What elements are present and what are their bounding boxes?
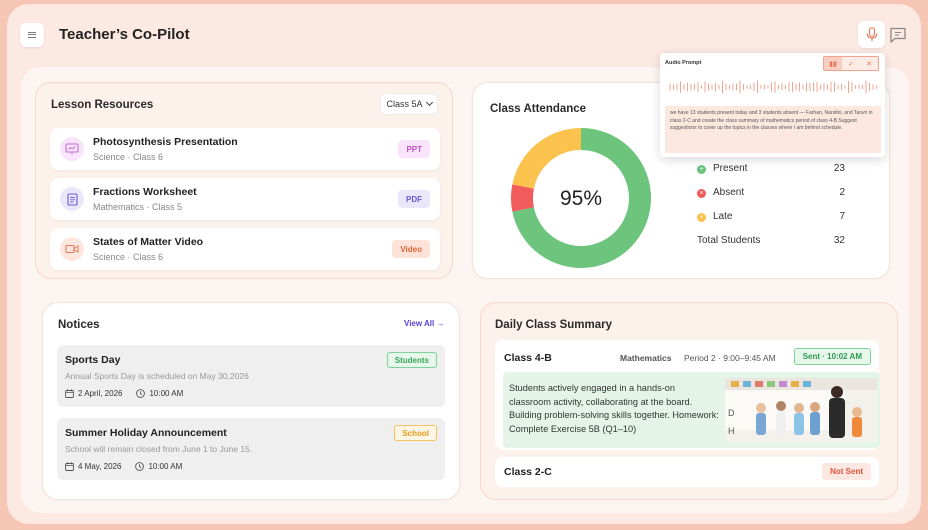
app-title: Teacher’s Co-Pilot: [59, 26, 190, 43]
resource-type-badge: Video: [392, 240, 430, 258]
check-icon[interactable]: ✓: [848, 60, 854, 68]
presentation-icon: [60, 137, 84, 161]
svg-text:D: D: [728, 408, 735, 418]
microphone-button[interactable]: [858, 21, 885, 48]
class-period: Period 2 · 9:00–9:45 AM: [684, 353, 776, 363]
top-bar: Teacher’s Co-Pilot: [7, 4, 921, 64]
notice-audience-badge: School: [394, 425, 437, 441]
video-icon: [60, 237, 84, 261]
attendance-title: Class Attendance: [490, 103, 587, 115]
daily-summary-card: Daily Class Summary Class 4-B Mathematic…: [480, 302, 898, 500]
notice-description: School will remain closed from June 1 to…: [65, 444, 253, 454]
pause-icon[interactable]: ▮▮: [824, 57, 842, 70]
notice-audience-badge: Students: [386, 352, 437, 368]
legend-value: 7: [839, 211, 845, 222]
notice-date: 4 May, 2026: [78, 462, 122, 471]
notices-card: Notices View All → Sports Day Annual Spo…: [42, 302, 460, 500]
clock-icon: •: [697, 213, 706, 222]
resource-type-badge: PDF: [398, 190, 430, 208]
notice-item-sports-day[interactable]: Sports Day Annual Sports Day is schedule…: [57, 345, 445, 407]
notice-title: Sports Day: [65, 354, 121, 366]
audio-prompt-popup: Audio Prompt ▮▮ ✓ ✕ we have 13 students …: [660, 53, 885, 157]
resource-type-badge: PPT: [398, 140, 430, 158]
view-all-link[interactable]: View All →: [404, 319, 445, 328]
close-icon[interactable]: ✕: [866, 60, 872, 68]
notice-date: 2 April, 2026: [78, 389, 123, 398]
resource-title: Fractions Worksheet: [93, 186, 197, 198]
resource-title: States of Matter Video: [93, 236, 204, 248]
resource-meta: Science · Class 6: [93, 252, 164, 262]
calendar-icon: [65, 389, 74, 398]
notice-title: Summer Holiday Announcement: [65, 427, 227, 439]
notice-description: Annual Sports Day is scheduled on May 30…: [65, 371, 249, 381]
svg-text:H: H: [728, 426, 735, 436]
not-sent-status-badge: Not Sent: [822, 463, 871, 480]
notices-title: Notices: [58, 319, 100, 331]
daily-summary-title: Daily Class Summary: [495, 319, 612, 331]
legend-value: 2: [839, 187, 845, 198]
lesson-resources-title: Lesson Resources: [51, 99, 154, 111]
resource-item-states-of-matter[interactable]: States of Matter Video Science · Class 6…: [50, 228, 440, 270]
plus-icon: +: [697, 165, 706, 174]
clock-icon: [135, 462, 145, 471]
attendance-donut-chart: 95%: [511, 128, 651, 268]
total-label: Total Students: [697, 235, 761, 246]
donut-slice-absent: [511, 184, 535, 212]
legend-total: Total Students 32: [697, 235, 845, 246]
notice-time: 10:00 AM: [148, 462, 183, 471]
notice-item-summer-holiday[interactable]: Summer Holiday Announcement School will …: [57, 418, 445, 480]
class-summary-4b[interactable]: Class 4-B Mathematics Period 2 · 9:00–9:…: [495, 340, 880, 450]
legend-label: Late: [713, 211, 733, 222]
document-icon: [60, 187, 84, 211]
audio-prompt-title: Audio Prompt: [665, 60, 702, 66]
donut-slice-present: [512, 128, 651, 268]
calendar-icon: [65, 462, 74, 471]
resource-meta: Science · Class 6: [93, 152, 164, 162]
chevron-down-icon: [425, 98, 433, 107]
class-select-value: Class 5A: [386, 99, 423, 109]
notice-meta: 2 April, 2026 10:00 AM: [65, 389, 183, 398]
class-summary-text: Students actively engaged in a hands-on …: [509, 383, 719, 434]
resource-item-photosynthesis[interactable]: Photosynthesis Presentation Science · Cl…: [50, 128, 440, 170]
cross-icon: ×: [697, 189, 706, 198]
notice-meta: 4 May, 2026 10:00 AM: [65, 462, 182, 471]
microphone-icon: [866, 27, 877, 41]
legend-label: Absent: [713, 187, 745, 198]
clock-icon: [136, 389, 146, 398]
donut-slice-late: [512, 128, 582, 190]
legend-label: Present: [713, 163, 748, 174]
menu-button[interactable]: [20, 23, 44, 47]
class-summary-2c[interactable]: Class 2-C Not Sent: [495, 457, 879, 487]
app-window: Teacher’s Co-Pilot Lesson Resources Clas…: [7, 4, 921, 524]
resource-title: Photosynthesis Presentation: [93, 136, 238, 148]
class-name: Class 4-B: [504, 352, 552, 364]
class-subject: Mathematics: [620, 353, 672, 363]
total-value: 32: [833, 235, 845, 246]
chat-icon[interactable]: [889, 26, 907, 44]
audio-controls: ▮▮ ✓ ✕: [823, 56, 879, 71]
menu-icon: [28, 32, 36, 38]
class-name: Class 2-C: [504, 466, 552, 478]
class-select[interactable]: Class 5A: [380, 93, 438, 115]
classroom-photo: D H: [725, 378, 877, 442]
notice-time: 10:00 AM: [149, 389, 184, 398]
sent-status-badge: Sent · 10:02 AM: [793, 348, 871, 365]
resource-item-fractions[interactable]: Fractions Worksheet Mathematics · Class …: [50, 178, 440, 220]
resource-meta: Mathematics · Class 5: [93, 202, 183, 212]
lesson-resources-card: Lesson Resources Class 5A Photosynthesis…: [35, 82, 453, 279]
legend-value: 23: [833, 163, 845, 174]
attendance-percent: 95%: [560, 187, 602, 210]
audio-transcript: we have 13 students present today and 3 …: [665, 106, 881, 153]
class-summary-box: Students actively engaged in a hands-on …: [503, 372, 880, 448]
audio-waveform: [669, 80, 877, 94]
